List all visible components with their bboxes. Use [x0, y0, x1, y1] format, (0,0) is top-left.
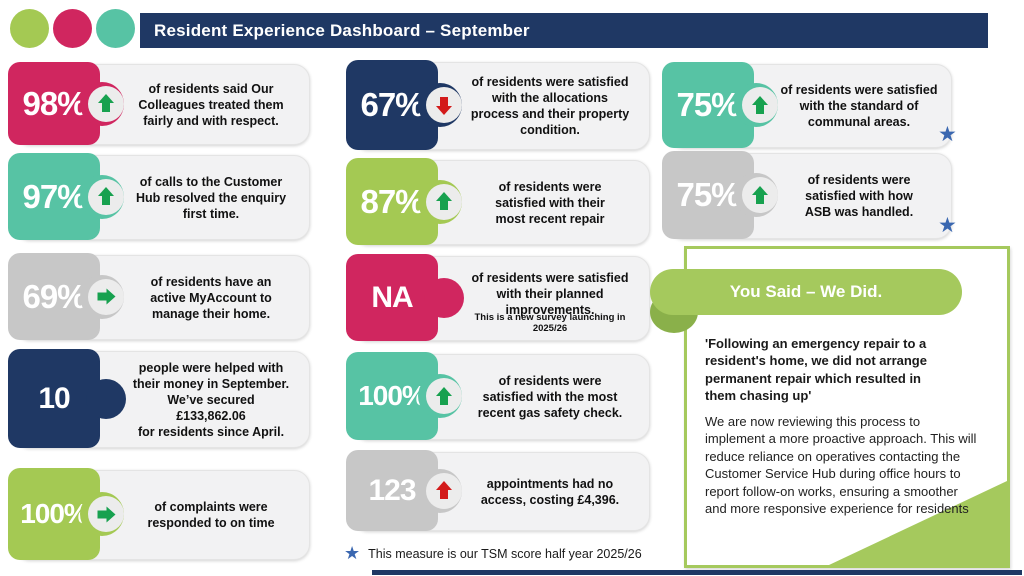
tile-description: of residents were satisfied with their p…	[471, 270, 629, 317]
trend-badge	[426, 378, 462, 414]
you-said-we-did-panel: You Said – We Did. 'Following an emergen…	[650, 246, 1010, 568]
tile-description: of residents were satisfied with their m…	[495, 179, 605, 226]
stat-value: 100%	[358, 380, 427, 411]
stat-value: 10	[38, 381, 70, 415]
trend-badge	[426, 472, 462, 509]
header-bar: Resident Experience Dashboard – Septembe…	[140, 13, 988, 48]
trend-up-icon	[97, 94, 115, 113]
brand-dot-green	[10, 9, 49, 48]
stat-value: 87%	[360, 182, 424, 220]
puzzle-knob	[80, 81, 124, 126]
tile-description: of residents were satisfied with the mos…	[477, 374, 623, 420]
kpi-100-complaints: of complaints were responded to on time …	[8, 468, 310, 560]
stat-value: 123	[368, 473, 416, 507]
tile-description: of residents were satisfied with the all…	[470, 75, 630, 137]
trend-up-icon	[97, 187, 115, 206]
puzzle-knob	[734, 83, 778, 127]
puzzle-knob	[80, 492, 124, 536]
tile-subnote: This is a new survey launching in 2025/2…	[474, 312, 626, 334]
kpi-87-recent-repair: of residents were satisfied with their m…	[346, 158, 650, 245]
tile-description: of complaints were responded to on time	[147, 500, 275, 530]
tile-description: of calls to the Customer Hub resolved th…	[135, 174, 287, 221]
stat-value: 67%	[360, 86, 424, 123]
tsm-footnote: This measure is our TSM score half year …	[344, 543, 642, 564]
puzzle-knob	[734, 173, 778, 217]
stat-value: 98%	[22, 84, 86, 122]
trend-badge	[426, 183, 462, 220]
puzzle-knob	[418, 468, 462, 513]
tile-description: of residents were satisfied with how ASB…	[804, 173, 914, 219]
trend-steady-icon	[97, 505, 116, 523]
puzzle-knob	[418, 83, 462, 127]
brand-dot-pink	[53, 9, 92, 48]
stat-value: NA	[371, 280, 413, 314]
star-icon	[344, 543, 360, 564]
footnote-text: This measure is our TSM score half year …	[368, 546, 642, 561]
trend-badge	[742, 177, 778, 213]
tile-description: of residents said Our Colleagues treated…	[138, 81, 284, 128]
kpi-na-planned-improvements: of residents were satisfied with their p…	[346, 254, 650, 341]
puzzle-knob	[80, 274, 124, 319]
response-text: We are now reviewing this process to imp…	[705, 414, 977, 517]
stat-value: 97%	[22, 177, 86, 215]
tile-stat-block: NA	[346, 254, 438, 341]
trend-badge	[88, 496, 124, 532]
kpi-10-money-help: people were helped with their money in S…	[8, 349, 310, 448]
kpi-100-gas-safety: of residents were satisfied with the mos…	[346, 352, 650, 440]
page-title: Resident Experience Dashboard – Septembe…	[154, 20, 530, 40]
puzzle-knob	[418, 374, 462, 418]
tile-description: people were helped with their money in S…	[132, 360, 290, 439]
trend-up-icon	[751, 95, 769, 115]
resident-quote: 'Following an emergency repair to a resi…	[705, 336, 927, 404]
kpi-75-asb-handled: of residents were satisfied with how ASB…	[662, 151, 952, 239]
trend-badge	[88, 85, 124, 122]
kpi-67-allocations: of residents were satisfied with the all…	[346, 60, 650, 150]
trend-badge	[88, 278, 124, 315]
puzzle-knob	[424, 277, 464, 318]
stat-value: 100%	[20, 498, 89, 529]
you-said-we-did-ribbon: You Said – We Did.	[650, 269, 962, 315]
trend-badge	[88, 178, 124, 215]
puzzle-knob	[80, 174, 124, 219]
kpi-123-no-access: appointments had no access, costing £4,3…	[346, 450, 650, 531]
kpi-97-customer-hub: of calls to the Customer Hub resolved th…	[8, 153, 310, 240]
trend-badge	[742, 87, 778, 123]
kpi-75-communal-areas: of residents were satisfied with the sta…	[662, 62, 952, 148]
trend-steady-icon	[97, 288, 116, 306]
trend-up-bad-icon	[435, 481, 453, 500]
trend-badge	[426, 87, 462, 123]
stat-value: 75%	[676, 176, 740, 213]
brand-dot-teal	[96, 9, 135, 48]
tile-description: of residents have an active MyAccount to…	[150, 274, 272, 321]
tsm-star-icon	[938, 215, 960, 237]
trend-up-icon	[435, 192, 453, 211]
puzzle-knob	[86, 378, 126, 419]
tile-description: of residents were satisfied with the sta…	[780, 83, 938, 129]
kpi-98-colleagues-respect: of residents said Our Colleagues treated…	[8, 62, 310, 145]
stat-value: 75%	[676, 86, 740, 123]
trend-down-icon	[435, 96, 453, 115]
trend-up-icon	[435, 386, 453, 406]
puzzle-knob	[418, 179, 462, 224]
tile-stat-block: 100%	[346, 352, 438, 440]
tsm-star-icon	[938, 124, 960, 146]
stat-value: 69%	[22, 277, 86, 315]
tile-stat-block: 10	[8, 349, 100, 448]
tile-description: appointments had no access, costing £4,3…	[480, 476, 620, 507]
kpi-69-myaccount: of residents have an active MyAccount to…	[8, 253, 310, 340]
trend-up-icon	[751, 185, 769, 205]
tile-stat-block: 69%	[8, 253, 100, 340]
bottom-accent-bar	[372, 570, 1022, 575]
you-said-we-did-title: You Said – We Did.	[729, 282, 883, 301]
